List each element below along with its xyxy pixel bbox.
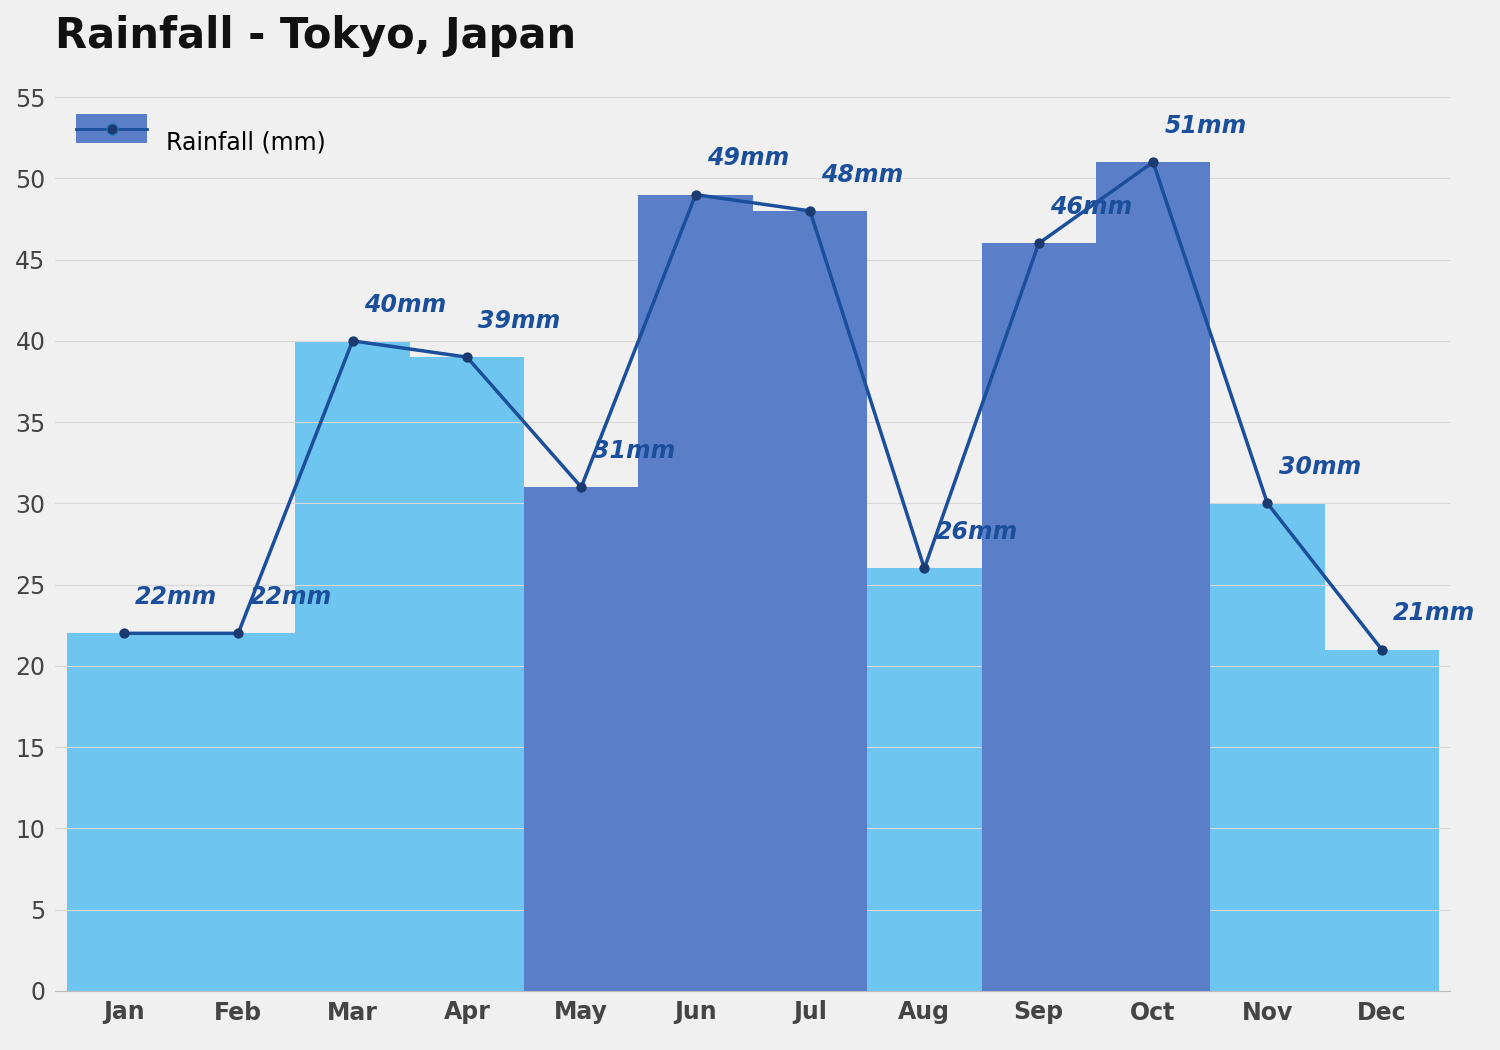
Text: 49mm: 49mm xyxy=(706,146,789,170)
Text: 22mm: 22mm xyxy=(135,585,218,609)
Point xyxy=(1256,495,1280,511)
Text: 26mm: 26mm xyxy=(936,520,1019,544)
Polygon shape xyxy=(639,194,753,991)
Text: Rainfall - Tokyo, Japan: Rainfall - Tokyo, Japan xyxy=(56,15,576,57)
Polygon shape xyxy=(524,487,639,991)
Text: 31mm: 31mm xyxy=(592,439,675,463)
Point xyxy=(340,333,364,350)
Point xyxy=(112,625,136,642)
Text: 46mm: 46mm xyxy=(1050,195,1132,219)
Polygon shape xyxy=(1096,162,1210,991)
Text: 21mm: 21mm xyxy=(1394,602,1476,625)
Text: 48mm: 48mm xyxy=(822,163,903,187)
Legend: Rainfall (mm): Rainfall (mm) xyxy=(68,119,336,166)
Point xyxy=(1026,235,1050,252)
Text: 40mm: 40mm xyxy=(364,293,446,316)
Point xyxy=(684,186,708,203)
Point xyxy=(912,560,936,576)
Text: 51mm: 51mm xyxy=(1164,113,1246,138)
Point xyxy=(1142,153,1166,170)
Polygon shape xyxy=(981,244,1096,991)
Point xyxy=(1370,642,1394,658)
Text: 30mm: 30mm xyxy=(1280,455,1360,479)
Point xyxy=(570,479,594,496)
Point xyxy=(454,349,478,365)
Point xyxy=(226,625,251,642)
Text: 22mm: 22mm xyxy=(249,585,332,609)
Point xyxy=(798,203,822,219)
Polygon shape xyxy=(753,211,867,991)
Text: 39mm: 39mm xyxy=(478,309,561,333)
Polygon shape xyxy=(66,162,1438,991)
